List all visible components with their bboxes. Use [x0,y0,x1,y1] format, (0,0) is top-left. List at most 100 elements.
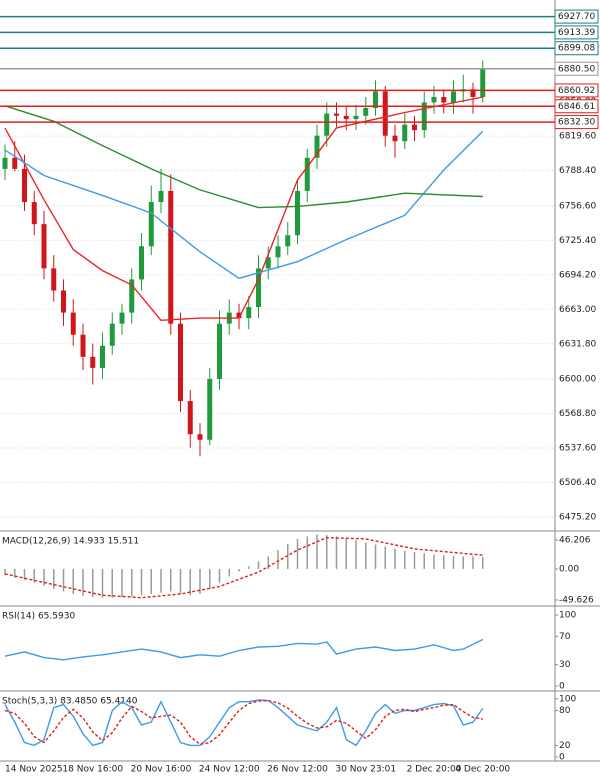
candle-body [353,115,359,120]
macd-bar [170,568,172,592]
macd-bar [150,568,152,594]
macd-bar [394,548,396,569]
candle-body [129,279,135,313]
macd-bar [267,556,269,569]
y-tick-label: 46.206 [559,535,591,545]
macd-bar [355,540,357,569]
macd-bar [92,568,94,598]
macd-bar [101,568,104,598]
macd-bar [277,550,279,569]
macd-bar [140,568,143,596]
price-level-label: 6846.61 [558,102,595,112]
price-level-label: 6860.92 [558,86,595,96]
macd-bar [472,556,474,569]
y-tick-label: -49.626 [559,596,594,606]
price-level-label: 6913.39 [558,28,595,38]
y-tick-label: 6568.80 [559,409,596,419]
candle-body [41,224,47,269]
x-tick-label: 14 Nov 2025 [5,765,63,775]
candle-body [31,202,37,225]
macd-bar [452,555,455,569]
candle-body [265,257,271,269]
macd-bar [326,535,328,569]
y-tick-label: 30 [559,660,571,670]
candle-body [421,102,427,131]
candle-body [148,202,154,247]
candle-body [304,157,310,191]
candle-body [236,312,242,319]
x-tick-label: 30 Nov 23:01 [335,765,396,775]
y-tick-label: 6631.80 [559,339,596,349]
x-tick-label: 2 Dec 20:00 [407,765,462,775]
candle-body [187,401,193,435]
y-tick-label: 6537.60 [559,443,596,453]
macd-bar [189,568,191,596]
candle-body [51,268,57,291]
y-tick-label: 6663.00 [559,305,596,315]
y-tick-label: 6756.60 [559,201,596,211]
candle-body [451,91,456,103]
macd-bar [82,568,84,596]
candle-body [139,246,144,280]
macd-bar [306,536,308,569]
price-level-box [554,9,599,24]
price-level-box [554,61,599,76]
candle-body [207,378,213,440]
pane-title: RSI(14) 65.5930 [2,612,75,622]
price-level-box [554,115,599,130]
y-tick-label: 6506.40 [559,478,596,488]
indicator-line [4,699,483,746]
candle-body [80,334,86,357]
macd-bar [218,568,221,583]
macd-bar [443,555,445,569]
candle-body [246,307,252,319]
macd-bar [384,546,386,569]
price-level-label: 6880.50 [558,64,595,74]
price-level-box [554,83,599,98]
macd-bar [121,568,123,598]
moving-average [4,96,483,322]
macd-bar [238,568,240,572]
macd-bar [423,553,425,569]
candle-body [392,135,398,142]
macd-bar [53,568,55,589]
x-tick-label: 18 Nov 16:00 [62,765,123,775]
y-tick-label: 0 [559,753,565,763]
candle-body [343,115,349,120]
candle-body [100,345,105,368]
candle-body [480,68,486,97]
macd-bar [462,556,464,569]
candle-body [22,168,27,203]
macd-bar [72,568,74,594]
macd-bar [345,538,347,569]
candle-body [90,356,96,368]
candle-body [285,235,291,247]
x-tick-label: 26 Nov 12:00 [267,765,328,775]
x-tick-label: 24 Nov 12:00 [199,765,260,775]
x-tick-label: 20 Nov 16:00 [131,765,192,775]
candle-body [197,434,203,440]
candle-body [217,323,222,379]
macd-bar [287,543,289,569]
macd-bar [228,568,230,577]
candle-body [61,290,66,313]
macd-bar [413,552,416,569]
candle-body [402,124,408,142]
y-tick-label: 6694.20 [559,270,596,280]
y-tick-label: 6725.40 [559,236,596,246]
macd-bar [199,568,201,594]
moving-average [4,105,483,209]
price-level-box [554,41,599,56]
candle-body [382,91,388,136]
indicator-line [4,638,484,661]
candle-body [2,157,8,169]
y-tick-label: 70 [559,632,571,642]
macd-bar [248,566,250,569]
macd-bar [209,568,211,589]
candle-body [119,312,125,324]
macd-bar [160,568,162,593]
macd-bar [296,538,299,569]
candle-body [168,190,174,324]
macd-bar [62,568,65,592]
